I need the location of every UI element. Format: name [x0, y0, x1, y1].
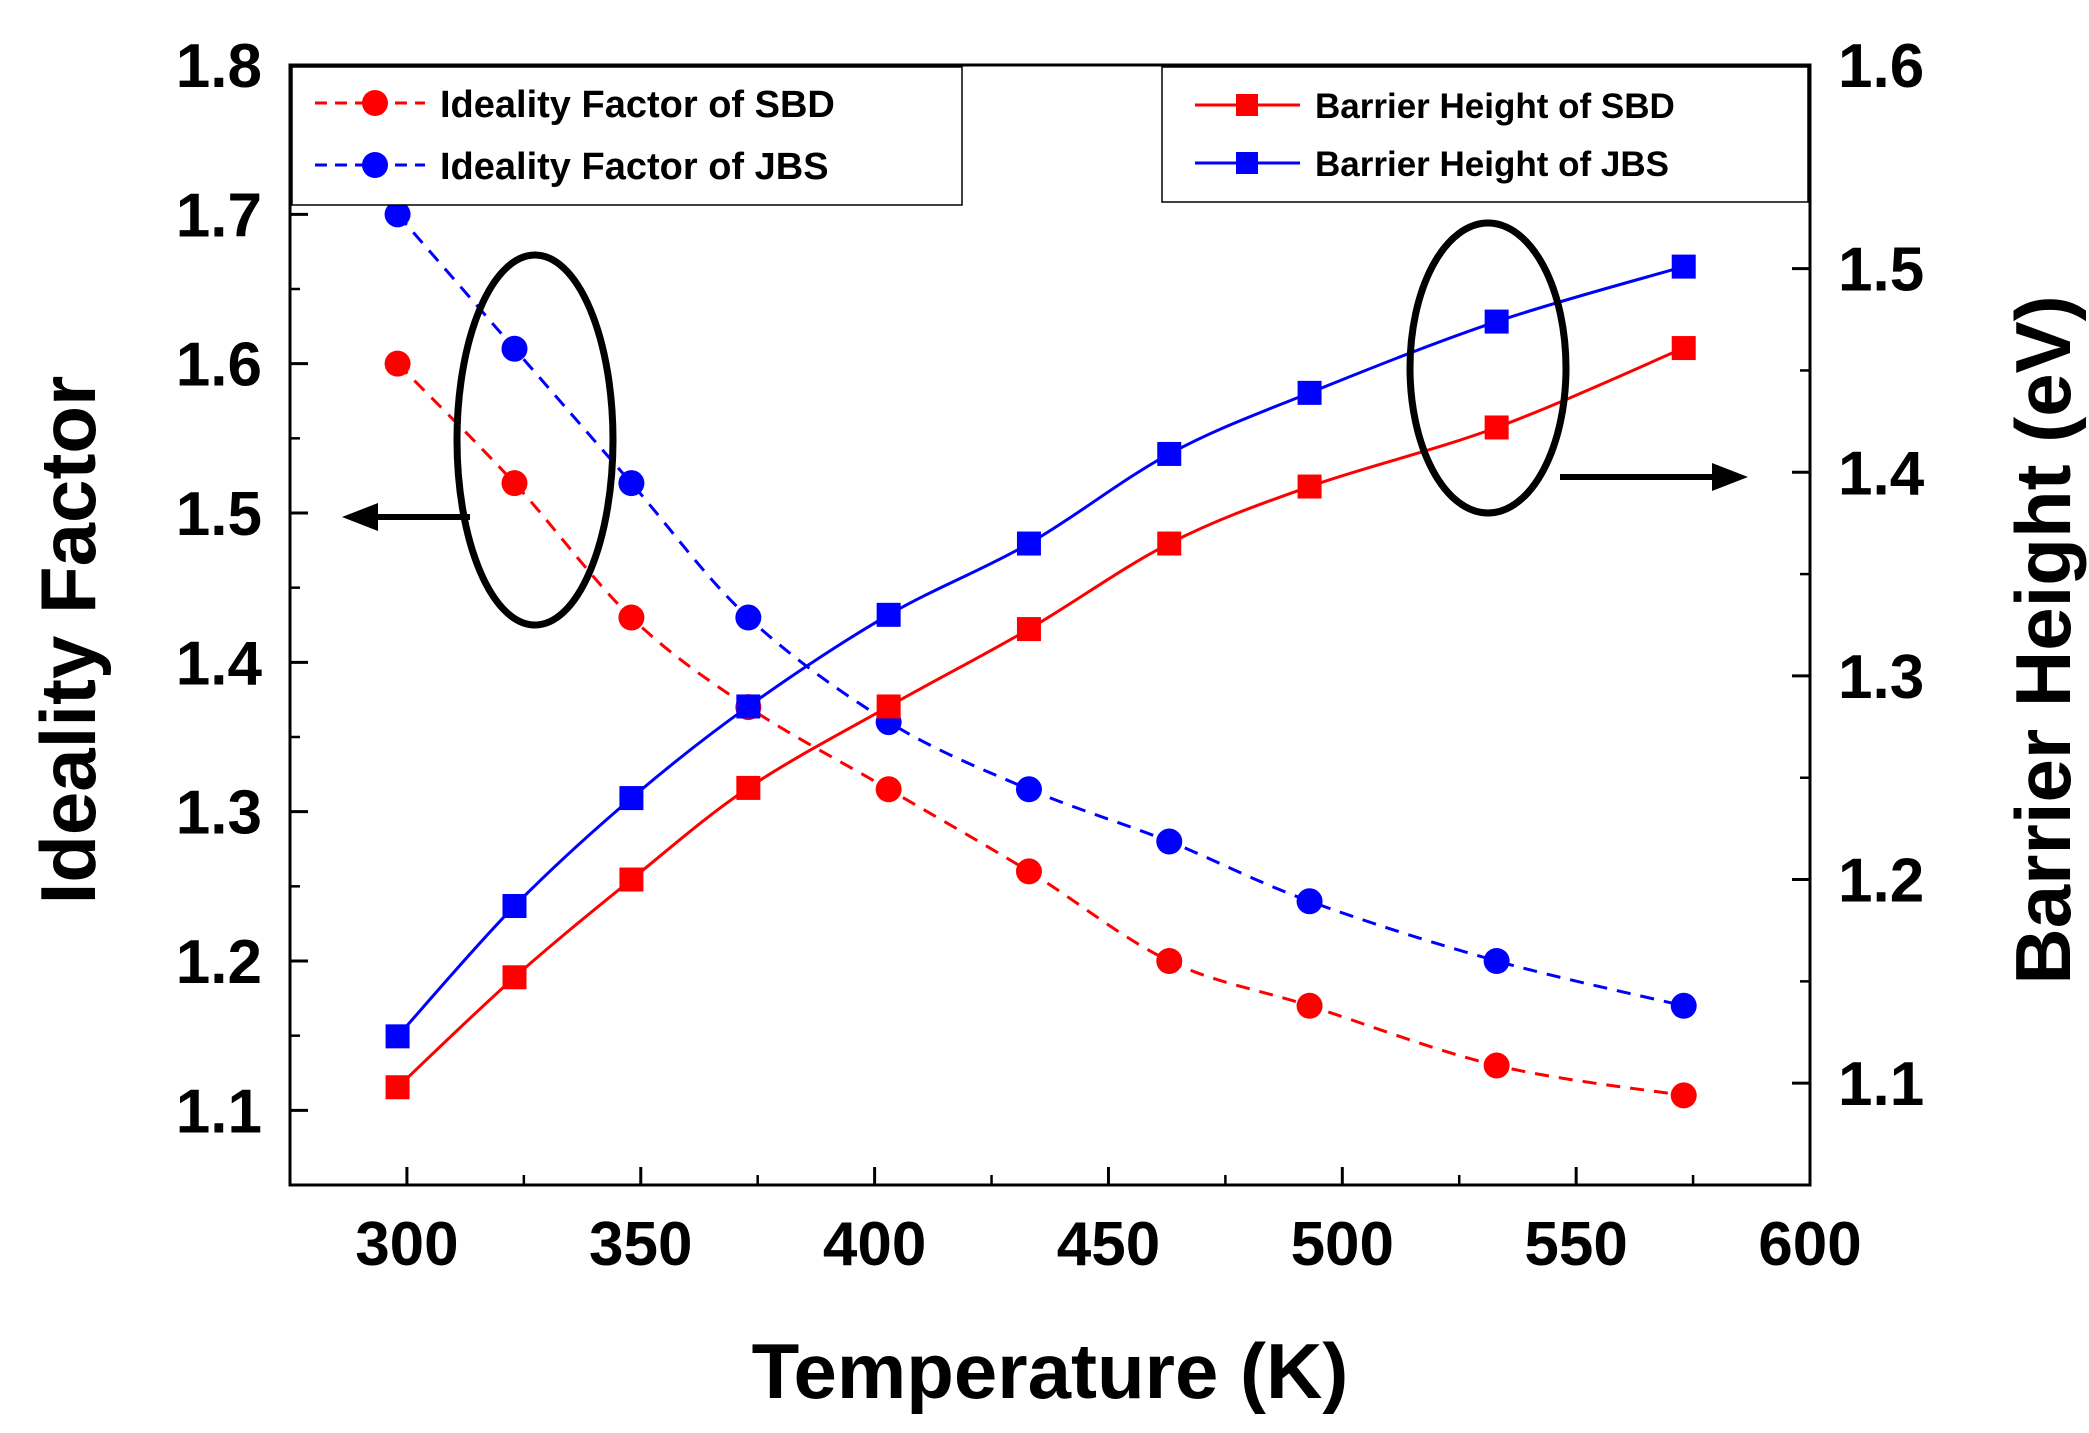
left-ellipse [453, 251, 617, 629]
x-tick-label: 350 [589, 1210, 692, 1279]
legend-swatch-barrier-sbd-marker [1236, 94, 1258, 116]
data-point [618, 470, 645, 497]
data-point [501, 470, 528, 497]
series-3 [385, 254, 1696, 1049]
series-2 [385, 336, 1696, 1100]
data-point [1670, 992, 1697, 1019]
legend-right: Barrier Height of SBD Barrier Height of … [1161, 66, 1809, 203]
y-left-tick-label: 1.3 [176, 779, 262, 848]
data-point [1016, 531, 1041, 556]
legend-label-ideality-sbd: Ideality Factor of SBD [440, 84, 835, 126]
series-line [396, 265, 1685, 1038]
x-tick-label: 300 [355, 1210, 458, 1279]
legend-left: Ideality Factor of SBD Ideality Factor o… [291, 66, 963, 206]
y-left-tick-label: 1.7 [176, 181, 262, 250]
data-point [385, 1075, 410, 1100]
data-point [1484, 309, 1509, 334]
legend-label-ideality-jbs: Ideality Factor of JBS [440, 146, 829, 188]
right-annotation [1406, 219, 1748, 517]
data-point [385, 1024, 410, 1049]
data-point [1484, 415, 1509, 440]
y-left-tick-label: 1.6 [176, 331, 262, 400]
left-arrow-head [342, 503, 378, 531]
x-tick-label: 550 [1524, 1210, 1627, 1279]
series-layer [384, 201, 1697, 1109]
x-tick-label: 500 [1291, 1210, 1394, 1279]
data-point [735, 604, 762, 631]
y-axis-right-title: Barrier Height (eV) [1999, 295, 2087, 984]
data-point [736, 775, 761, 800]
y-right-tick-label: 1.3 [1838, 643, 1924, 712]
left-annotation [342, 251, 617, 629]
data-point [384, 201, 411, 228]
data-point [1296, 888, 1323, 915]
x-axis-title: Temperature (K) [752, 1327, 1349, 1415]
x-tick-label: 600 [1758, 1210, 1861, 1279]
x-tick-label: 450 [1057, 1210, 1160, 1279]
data-point [876, 602, 901, 627]
data-point [876, 694, 901, 719]
y-right-tick-label: 1.1 [1838, 1050, 1924, 1119]
data-point [1670, 1082, 1697, 1109]
legend-right-box [1161, 66, 1809, 203]
data-point [1296, 992, 1323, 1019]
y-right-tick-label: 1.5 [1838, 236, 1924, 305]
y-left-tick-label: 1.2 [176, 928, 262, 997]
data-point [619, 786, 644, 811]
legend-swatch-ideality-sbd-marker [362, 90, 388, 116]
right-ellipse [1406, 219, 1570, 517]
data-point [1157, 441, 1182, 466]
data-point [875, 776, 902, 803]
y-left-tick-label: 1.8 [176, 32, 262, 101]
legend-label-barrier-sbd: Barrier Height of SBD [1315, 87, 1675, 126]
series-line [396, 362, 1684, 1097]
data-point [502, 894, 527, 919]
data-point [736, 694, 761, 719]
x-tick-label: 400 [823, 1210, 926, 1279]
data-point [501, 335, 528, 362]
data-point [1016, 617, 1041, 642]
y-right-tick-label: 1.6 [1838, 32, 1924, 101]
data-point [1015, 776, 1042, 803]
y-left-tick-label: 1.4 [176, 629, 263, 698]
data-point [1297, 474, 1322, 499]
data-point [502, 965, 527, 990]
y-left-tick-label: 1.5 [176, 480, 262, 549]
data-point [1156, 828, 1183, 855]
data-point [384, 350, 411, 377]
y-axis-left-title: Ideality Factor [24, 376, 112, 905]
ticks-layer: 300 350 400 450 500 550 600 1.1 1.2 1.3 1.4 1.5 1.6 1… [176, 32, 1925, 1279]
y-right-tick-label: 1.4 [1838, 439, 1925, 508]
series-line [396, 346, 1685, 1089]
series-line [396, 213, 1685, 1008]
right-arrow-head [1712, 463, 1748, 491]
data-point [1157, 531, 1182, 556]
data-point [1483, 1052, 1510, 1079]
data-point [1671, 336, 1696, 361]
legend-swatch-barrier-jbs-marker [1236, 152, 1258, 174]
legend-left-box [291, 66, 963, 206]
data-point [1671, 254, 1696, 279]
data-point [1156, 948, 1183, 974]
y-left-tick-label: 1.1 [176, 1077, 262, 1146]
plot-frame [288, 63, 1812, 1187]
legend-swatch-ideality-jbs-marker [362, 152, 388, 178]
data-point [1483, 948, 1510, 974]
y-right-tick-label: 1.2 [1838, 847, 1924, 916]
data-point [619, 867, 644, 892]
legend-label-barrier-jbs: Barrier Height of JBS [1315, 145, 1669, 184]
data-point [1015, 858, 1042, 885]
data-point [618, 604, 645, 631]
data-point [1297, 380, 1322, 405]
